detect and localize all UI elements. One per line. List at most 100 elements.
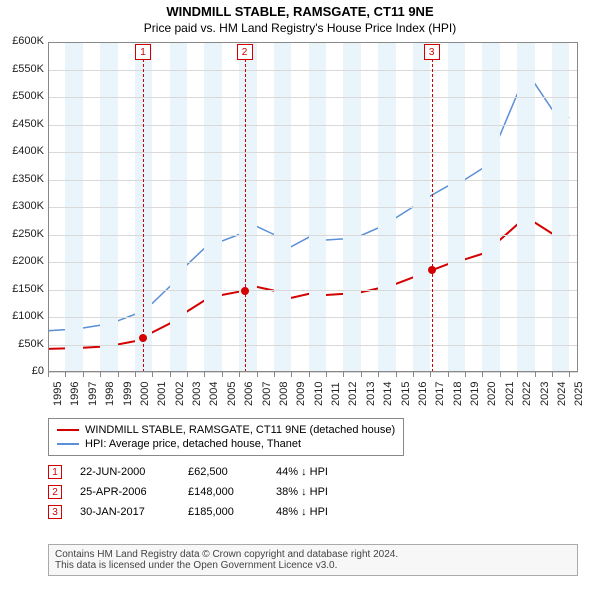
x-axis-label: 2002	[174, 382, 186, 406]
x-tick	[222, 372, 223, 377]
sale-relative: 48% ↓ HPI	[276, 506, 366, 518]
legend-swatch	[57, 443, 79, 445]
x-axis-label: 2016	[417, 382, 429, 406]
sale-date: 25-APR-2006	[80, 486, 170, 498]
x-axis-label: 2007	[261, 382, 273, 406]
sale-relative: 44% ↓ HPI	[276, 466, 366, 478]
y-axis-label: £450K	[4, 118, 44, 130]
y-axis-label: £300K	[4, 200, 44, 212]
sale-price: £185,000	[188, 506, 258, 518]
x-tick	[291, 372, 292, 377]
x-tick	[309, 372, 310, 377]
x-tick	[535, 372, 536, 377]
x-tick	[100, 372, 101, 377]
x-tick	[569, 372, 570, 377]
y-axis-label: £600K	[4, 35, 44, 47]
x-tick	[465, 372, 466, 377]
x-axis-label: 1995	[52, 382, 64, 406]
attribution: Contains HM Land Registry data © Crown c…	[48, 544, 578, 576]
sale-row: 2 25-APR-2006 £148,000 38% ↓ HPI	[48, 482, 366, 502]
chart-subtitle: Price paid vs. HM Land Registry's House …	[0, 19, 600, 35]
gridline	[48, 372, 578, 373]
x-axis-label: 2019	[469, 382, 481, 406]
sale-number-box: 1	[48, 465, 62, 479]
plot-border	[48, 42, 578, 372]
x-tick	[135, 372, 136, 377]
x-axis-label: 2023	[539, 382, 551, 406]
x-tick	[204, 372, 205, 377]
sale-date: 30-JAN-2017	[80, 506, 170, 518]
x-tick	[482, 372, 483, 377]
y-axis-label: £400K	[4, 145, 44, 157]
x-axis-label: 2025	[573, 382, 585, 406]
x-tick	[48, 372, 49, 377]
x-axis-label: 2022	[521, 382, 533, 406]
x-tick	[187, 372, 188, 377]
y-axis-label: £150K	[4, 283, 44, 295]
x-tick	[343, 372, 344, 377]
x-tick	[257, 372, 258, 377]
x-tick	[517, 372, 518, 377]
y-axis-label: £500K	[4, 90, 44, 102]
x-tick	[65, 372, 66, 377]
y-axis-label: £200K	[4, 255, 44, 267]
x-axis-label: 2009	[295, 382, 307, 406]
x-axis-label: 1997	[87, 382, 99, 406]
sale-row: 1 22-JUN-2000 £62,500 44% ↓ HPI	[48, 462, 366, 482]
legend: WINDMILL STABLE, RAMSGATE, CT11 9NE (det…	[48, 418, 404, 456]
x-axis-label: 2021	[504, 382, 516, 406]
attribution-line1: Contains HM Land Registry data © Crown c…	[55, 549, 571, 560]
x-tick	[361, 372, 362, 377]
x-tick	[326, 372, 327, 377]
x-axis-label: 2008	[278, 382, 290, 406]
sale-row: 3 30-JAN-2017 £185,000 48% ↓ HPI	[48, 502, 366, 522]
x-axis-label: 2015	[400, 382, 412, 406]
x-tick	[552, 372, 553, 377]
attribution-line2: This data is licensed under the Open Gov…	[55, 560, 571, 571]
x-tick	[396, 372, 397, 377]
legend-swatch	[57, 429, 79, 431]
x-axis-label: 2010	[313, 382, 325, 406]
sale-price: £62,500	[188, 466, 258, 478]
x-axis-label: 2006	[243, 382, 255, 406]
plot-area: 123	[48, 42, 578, 372]
y-axis-label: £50K	[4, 338, 44, 350]
x-axis-label: 2018	[452, 382, 464, 406]
x-axis-label: 2004	[208, 382, 220, 406]
x-tick	[118, 372, 119, 377]
sales-table: 1 22-JUN-2000 £62,500 44% ↓ HPI 2 25-APR-2006…	[48, 462, 366, 522]
sale-number-box: 2	[48, 485, 62, 499]
chart-title: WINDMILL STABLE, RAMSGATE, CT11 9NE	[0, 0, 600, 19]
y-axis-label: £100K	[4, 310, 44, 322]
x-tick	[500, 372, 501, 377]
y-axis-label: £550K	[4, 63, 44, 75]
x-tick	[448, 372, 449, 377]
sale-number-box: 3	[48, 505, 62, 519]
sale-date: 22-JUN-2000	[80, 466, 170, 478]
x-tick	[274, 372, 275, 377]
x-tick	[170, 372, 171, 377]
x-tick	[413, 372, 414, 377]
sale-relative: 38% ↓ HPI	[276, 486, 366, 498]
x-axis-label: 2013	[365, 382, 377, 406]
x-tick	[152, 372, 153, 377]
x-axis-label: 1998	[104, 382, 116, 406]
x-axis-label: 2011	[330, 382, 342, 406]
legend-label: HPI: Average price, detached house, Than…	[85, 438, 301, 450]
legend-item: WINDMILL STABLE, RAMSGATE, CT11 9NE (det…	[57, 423, 395, 437]
x-axis-label: 2000	[139, 382, 151, 406]
x-axis-label: 2017	[434, 382, 446, 406]
x-axis-label: 2003	[191, 382, 203, 406]
x-axis-label: 2020	[486, 382, 498, 406]
y-axis-label: £350K	[4, 173, 44, 185]
x-tick	[430, 372, 431, 377]
x-axis-label: 2012	[347, 382, 359, 406]
x-axis-label: 1999	[122, 382, 134, 406]
y-axis-label: £0	[4, 365, 44, 377]
y-axis-label: £250K	[4, 228, 44, 240]
x-axis-label: 2014	[382, 382, 394, 406]
legend-label: WINDMILL STABLE, RAMSGATE, CT11 9NE (det…	[85, 424, 395, 436]
chart-container: WINDMILL STABLE, RAMSGATE, CT11 9NE Pric…	[0, 0, 600, 590]
sale-price: £148,000	[188, 486, 258, 498]
x-axis-label: 2005	[226, 382, 238, 406]
